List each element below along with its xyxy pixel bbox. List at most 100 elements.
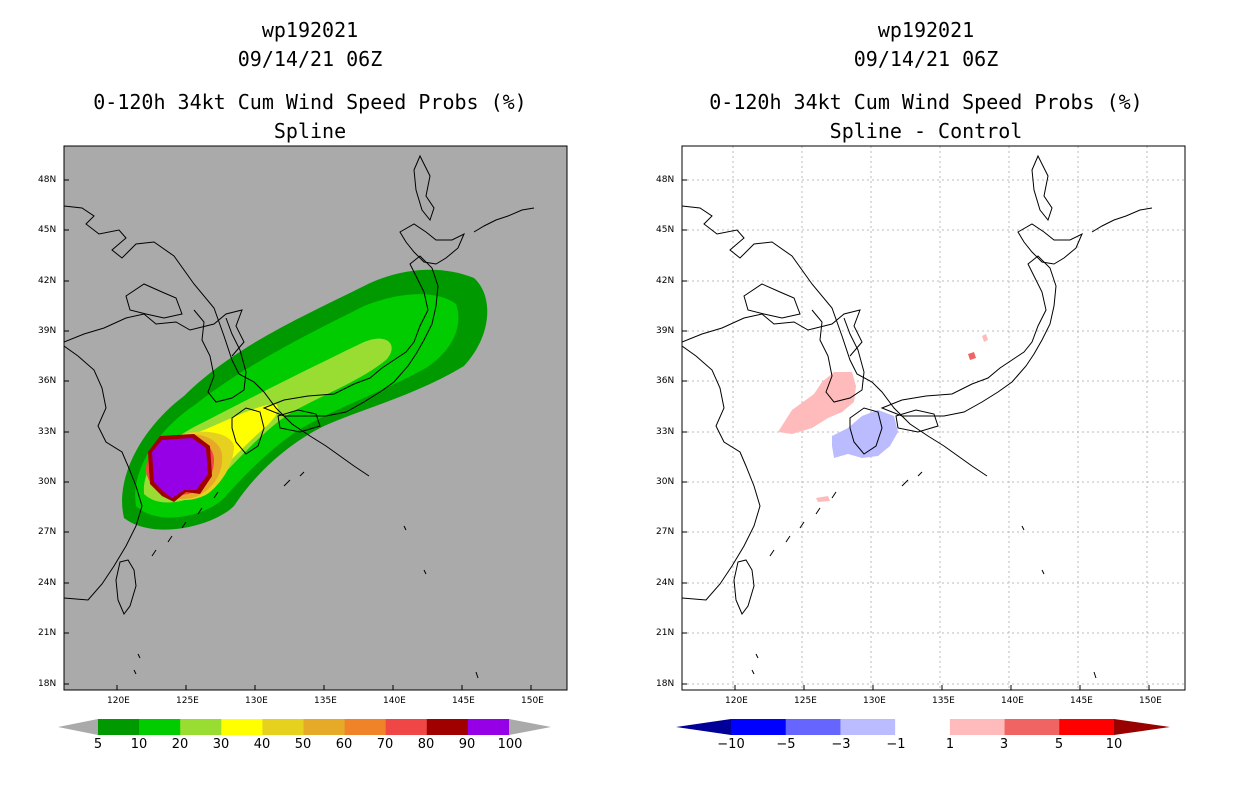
left-lat-label-21n: 21N — [38, 628, 57, 638]
right-colorbar — [676, 719, 1170, 735]
diff-positive-small-1 — [816, 496, 830, 502]
right-map — [681, 145, 1186, 691]
left-colorbar-segment-6 — [344, 719, 387, 735]
right-colorbar-low-end — [676, 719, 731, 735]
right-difference-field — [682, 155, 1153, 679]
left-title-product: 0-120h 34kt Cum Wind Speed Probs (%) — [93, 90, 527, 114]
right-lat-label-48n: 48N — [656, 175, 675, 185]
left-lon-label-120e: 120E — [107, 696, 130, 706]
left-colorbar-label-50: 50 — [294, 737, 312, 752]
right-colorbar-segment-5 — [1004, 719, 1060, 735]
left-colorbar-segments — [98, 719, 510, 735]
left-map — [63, 145, 568, 691]
left-colorbar-segment-5 — [303, 719, 346, 735]
right-lat-label-30n: 30N — [656, 477, 675, 487]
left-lat-label-27n: 27N — [38, 527, 57, 537]
left-lat-label-24n: 24N — [38, 578, 57, 588]
right-colorbar-segment-0 — [731, 719, 787, 735]
right-colorbar-label-5: 5 — [1054, 737, 1064, 752]
right-lat-label-21n: 21N — [656, 628, 675, 638]
left-colorbar-segment-3 — [221, 719, 263, 735]
left-colorbar-label-70: 70 — [376, 737, 394, 752]
left-lat-label-36n: 36N — [38, 376, 57, 386]
right-lon-label-135e: 135E — [932, 696, 955, 706]
right-lat-label-18n: 18N — [656, 679, 675, 689]
left-lon-label-145e: 145E — [452, 696, 475, 706]
right-title-product: 0-120h 34kt Cum Wind Speed Probs (%) — [709, 90, 1143, 114]
right-colorbar-segments — [731, 719, 1115, 735]
left-lat-label-33n: 33N — [38, 427, 57, 437]
right-map-background — [682, 146, 1185, 690]
right-colorbar-segment-1 — [785, 719, 841, 735]
left-lat-label-48n: 48N — [38, 175, 57, 185]
left-colorbar-label-90: 90 — [458, 737, 476, 752]
diff-positive-small-3 — [982, 334, 988, 342]
right-map-frame — [681, 145, 1186, 691]
right-lon-label-130e: 130E — [863, 696, 886, 706]
right-lon-label-125e: 125E — [794, 696, 817, 706]
left-lon-label-140e: 140E — [383, 696, 406, 706]
right-lat-label-45n: 45N — [656, 225, 675, 235]
left-lon-label-150e: 150E — [521, 696, 544, 706]
right-lat-label-36n: 36N — [656, 376, 675, 386]
right-title-date: 09/14/21 06Z — [853, 47, 999, 71]
left-colorbar — [58, 719, 551, 735]
right-lon-label-120e: 120E — [725, 696, 748, 706]
right-lat-label-24n: 24N — [656, 578, 675, 588]
right-colorbar-label-neg1: −1 — [886, 737, 906, 752]
left-colorbar-label-80: 80 — [417, 737, 435, 752]
left-colorbar-segment-2 — [180, 719, 222, 735]
left-lon-label-130e: 130E — [245, 696, 268, 706]
right-colorbar-segment-6 — [1059, 719, 1115, 735]
right-lon-label-150e: 150E — [1139, 696, 1162, 706]
right-colorbar-segment-2 — [840, 719, 896, 735]
left-probability-field — [64, 155, 535, 679]
left-colorbar-segment-4 — [262, 719, 304, 735]
right-colorbar-label-3: 3 — [999, 737, 1009, 752]
diff-positive-area — [778, 372, 856, 434]
left-title-storm: wp192021 — [261, 18, 359, 42]
right-colorbar-label-neg5: −5 — [776, 737, 796, 752]
left-colorbar-label-30: 30 — [212, 737, 230, 752]
right-colorbar-label-1: 1 — [945, 737, 955, 752]
left-colorbar-segment-9 — [467, 719, 510, 735]
left-colorbar-label-10: 10 — [130, 737, 148, 752]
right-lon-label-145e: 145E — [1070, 696, 1093, 706]
left-lat-label-39n: 39N — [38, 326, 57, 336]
left-colorbar-low-end — [58, 719, 98, 735]
right-colorbar-label-neg3: −3 — [831, 737, 851, 752]
left-colorbar-segment-7 — [385, 719, 428, 735]
left-lon-label-125e: 125E — [176, 696, 199, 706]
prob-contour-100 — [152, 438, 208, 498]
left-lat-label-45n: 45N — [38, 225, 57, 235]
left-colorbar-segment-8 — [426, 719, 469, 735]
diff-negative-area — [832, 410, 898, 458]
left-colorbar-high-end — [509, 719, 551, 735]
right-title-subtitle: Spline - Control — [829, 119, 1023, 143]
left-colorbar-label-5: 5 — [93, 737, 103, 752]
right-colorbar-high-end — [1114, 719, 1170, 735]
axis-ticks — [64, 179, 1150, 690]
right-lat-label-42n: 42N — [656, 276, 675, 286]
right-colorbar-segment-3 — [895, 719, 951, 735]
left-title-date: 09/14/21 06Z — [237, 47, 383, 71]
left-lat-label-30n: 30N — [38, 477, 57, 487]
left-lat-label-42n: 42N — [38, 276, 57, 286]
left-map-frame — [63, 145, 568, 691]
left-colorbar-label-60: 60 — [335, 737, 353, 752]
left-lon-label-135e: 135E — [314, 696, 337, 706]
right-lat-label-39n: 39N — [656, 326, 675, 336]
left-colorbar-segment-0 — [98, 719, 140, 735]
left-colorbar-label-100: 100 — [497, 737, 523, 752]
diff-positive-small-2 — [968, 352, 976, 360]
right-lat-label-33n: 33N — [656, 427, 675, 437]
right-colorbar-segment-4 — [949, 719, 1006, 735]
right-colorbar-label-neg10: −10 — [717, 737, 745, 752]
left-lat-label-18n: 18N — [38, 679, 57, 689]
right-title-storm: wp192021 — [877, 18, 975, 42]
right-lat-label-27n: 27N — [656, 527, 675, 537]
left-colorbar-label-20: 20 — [171, 737, 189, 752]
left-colorbar-segment-1 — [139, 719, 181, 735]
left-title-subtitle: Spline — [273, 119, 347, 143]
